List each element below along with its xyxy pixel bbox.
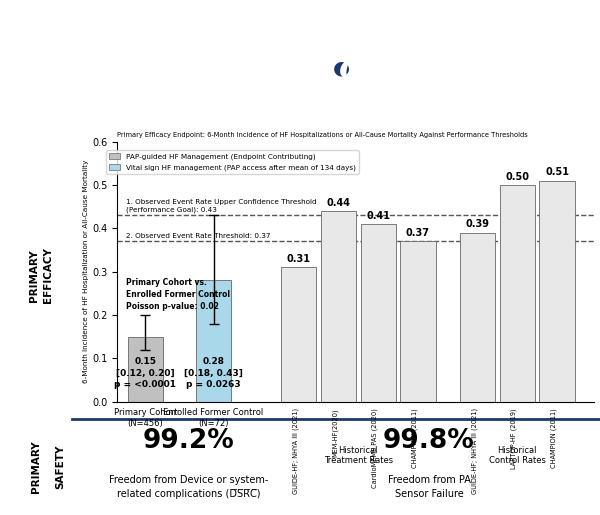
Bar [361,224,396,402]
Text: GUIDE-HF; NHYA III (2021): GUIDE-HF; NHYA III (2021) [471,408,478,494]
Bar [539,181,575,402]
Text: 2. Observed Event Rate Threshold: 0.37: 2. Observed Event Rate Threshold: 0.37 [125,233,270,239]
Text: 0.50: 0.50 [505,171,529,181]
Bar [400,242,436,402]
Text: 0.15
[0.12, 0.20]
p = <0.0001: 0.15 [0.12, 0.20] p = <0.0001 [115,357,176,389]
Text: Freedom from PA
Sensor Failure: Freedom from PA Sensor Failure [388,475,470,499]
Text: ●: ● [333,59,350,78]
Text: Freedom from Device or system-
related complications (D̅S̅R̅C̅): Freedom from Device or system- related c… [109,475,269,499]
Text: Primary Efficacy Endpoint: 6-Month Incidence of HF Hospitalizations or All-Cause: Primary Efficacy Endpoint: 6-Month Incid… [117,132,528,139]
Bar [196,280,231,402]
Text: OF PROACTIVE-HF: OF PROACTIVE-HF [15,57,178,72]
Text: 1. Observed Event Rate Upper Confidence Threshold
(Performance Goal): 0.43: 1. Observed Event Rate Upper Confidence … [125,199,316,213]
Text: CardioMEMS PAS (2020): CardioMEMS PAS (2020) [372,408,378,488]
Text: Enrolled Former Control
(N=72): Enrolled Former Control (N=72) [163,408,263,427]
Text: 0.31: 0.31 [287,254,311,264]
Bar [500,185,535,402]
Text: PRIMARY: PRIMARY [31,440,41,493]
Bar [281,267,316,402]
Text: CHAMPION (2011): CHAMPION (2011) [551,408,557,468]
Text: 0.51: 0.51 [545,167,569,177]
Text: TM: TM [561,30,574,39]
Text: (6-month): (6-month) [15,101,90,114]
Text: 0.28
[0.18, 0.43]
p = 0.0263: 0.28 [0.18, 0.43] p = 0.0263 [184,357,243,389]
Bar [321,211,356,402]
Text: PRIMARY
EFFICACY: PRIMARY EFFICACY [29,248,53,303]
Text: 0.44: 0.44 [326,198,350,208]
Text: ((: (( [300,49,335,87]
Text: SAFETY: SAFETY [55,444,65,489]
Text: LAPTOP-HF (2019): LAPTOP-HF (2019) [511,408,517,469]
Text: 99.8%: 99.8% [383,427,475,454]
Text: MEM-HF(2020): MEM-HF(2020) [332,408,338,457]
Text: PRIMARY ENDPOINTS: PRIMARY ENDPOINTS [15,16,207,31]
Bar [460,233,495,402]
Y-axis label: 6-Month Incidence of HF Hospitalization or All-Cause Mortality: 6-Month Incidence of HF Hospitalization … [83,160,89,383]
Text: 0.37: 0.37 [406,228,430,238]
Text: GUIDE-HF; NHYA III (2021): GUIDE-HF; NHYA III (2021) [292,408,299,494]
Legend: PAP-guided HF Management (Endpoint Contributing), Vital sign HF management (PAP : PAP-guided HF Management (Endpoint Contr… [106,150,359,174]
Text: CHAMPION (2011): CHAMPION (2011) [412,408,418,468]
Text: Historical
Treatment Rates: Historical Treatment Rates [324,446,393,466]
Text: Historical
Control Rates: Historical Control Rates [489,446,546,466]
Text: 0.39: 0.39 [466,219,490,229]
Text: Primary Cohort
(N=456): Primary Cohort (N=456) [113,408,177,427]
Text: 0.41: 0.41 [366,211,390,220]
Text: Primary Cohort vs.
Enrolled Former Control
Poisson p-value: 0.02: Primary Cohort vs. Enrolled Former Contr… [125,278,230,311]
Text: 99.2%: 99.2% [143,427,235,454]
Bar [128,337,163,402]
Text: cordella: cordella [339,52,491,85]
